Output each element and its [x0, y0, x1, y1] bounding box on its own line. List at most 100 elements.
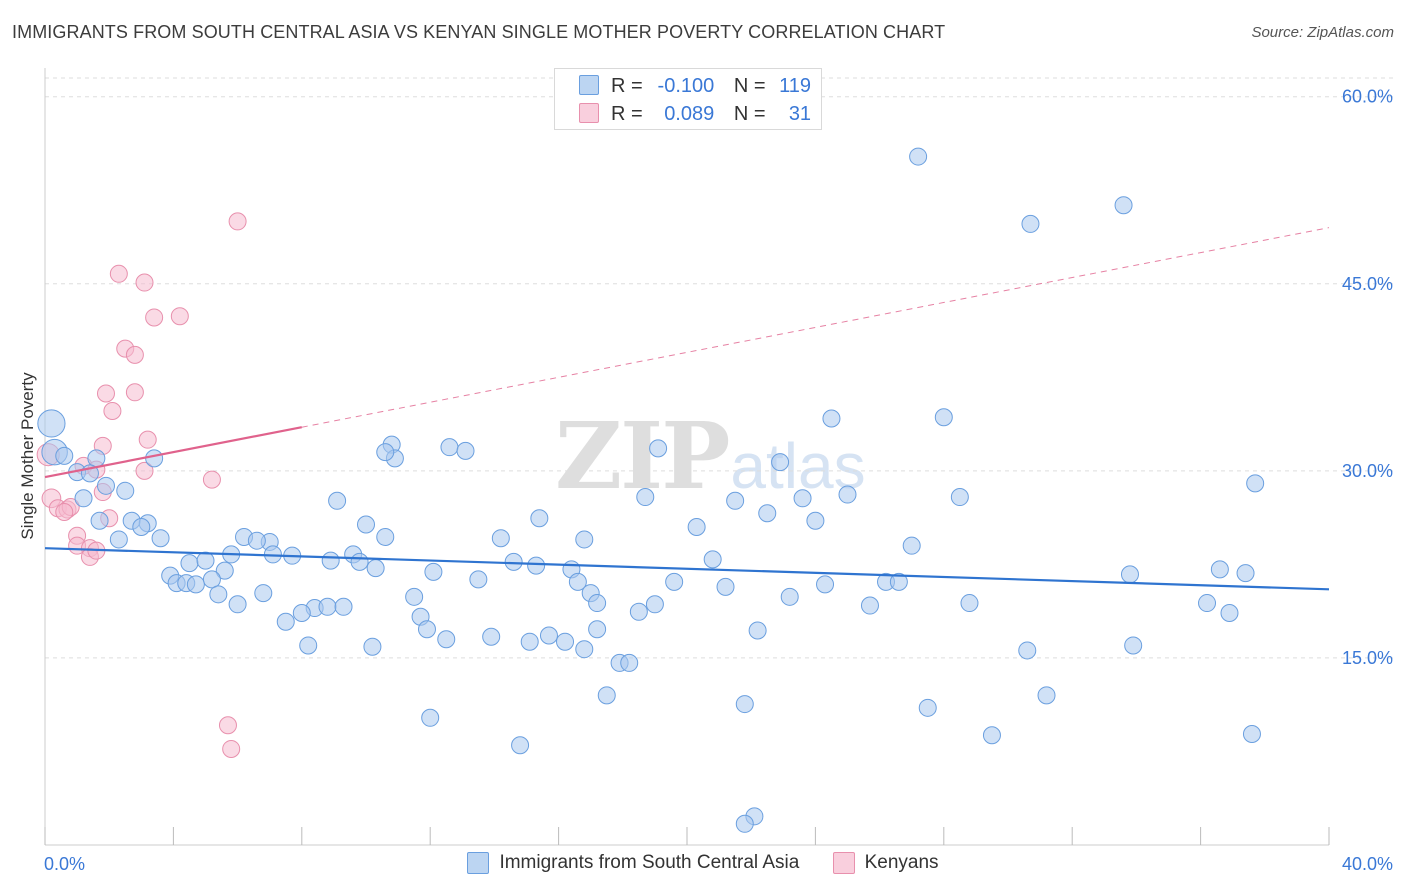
data-point-immigrants — [318, 597, 337, 616]
data-point-immigrants — [421, 708, 440, 727]
legend-item-immigrants: Immigrants from South Central Asia — [467, 852, 799, 874]
trend-line-immigrants — [44, 547, 1330, 591]
data-point-immigrants — [629, 602, 648, 621]
data-point-kenyans — [135, 273, 154, 292]
x-tick-label: 40.0% — [1342, 854, 1393, 874]
data-point-immigrants — [186, 575, 205, 594]
data-point-immigrants — [1246, 474, 1265, 493]
series-legend: Immigrants from South Central Asia Kenya… — [0, 852, 1406, 880]
data-point-immigrants — [806, 511, 825, 530]
data-point-immigrants — [1236, 564, 1255, 583]
data-point-immigrants — [90, 511, 109, 530]
legend-item-kenyans: Kenyans — [832, 852, 939, 874]
data-point-immigrants — [918, 698, 937, 717]
data-point-immigrants — [405, 587, 424, 606]
data-point-immigrants — [276, 612, 295, 631]
source-label: Source: ZipAtlas.com — [1251, 24, 1394, 41]
data-point-immigrants — [889, 572, 908, 591]
blue-swatch — [467, 852, 490, 874]
data-point-kenyans — [228, 212, 247, 231]
data-point-immigrants — [357, 515, 375, 534]
data-point-immigrants — [568, 572, 587, 591]
data-point-kenyans — [170, 307, 189, 326]
legend-item-label: Immigrants from South Central Asia — [499, 852, 800, 873]
data-point-immigrants — [982, 726, 1001, 745]
data-point-immigrants — [816, 575, 835, 594]
legend-r-value: -0.100 — [657, 75, 715, 97]
data-point-immigrants — [437, 630, 456, 649]
data-point-immigrants — [87, 449, 106, 468]
data-point-immigrants — [1198, 594, 1217, 613]
data-point-immigrants — [228, 595, 247, 614]
data-point-immigrants — [1021, 214, 1040, 233]
data-point-kenyans — [145, 308, 164, 327]
y-tick-label: 15.0% — [1342, 648, 1393, 668]
data-point-immigrants — [665, 572, 684, 591]
data-point-immigrants — [822, 409, 841, 428]
data-point-immigrants — [180, 554, 199, 573]
chart-title: IMMIGRANTS FROM SOUTH CENTRAL ASIA VS KE… — [12, 22, 946, 42]
data-point-immigrants — [716, 577, 735, 596]
data-point-immigrants — [1242, 725, 1261, 744]
data-point-immigrants — [504, 552, 523, 571]
data-point-immigrants — [424, 562, 443, 581]
data-point-immigrants — [1120, 565, 1139, 584]
legend-item-label: Kenyans — [864, 852, 939, 873]
data-point-immigrants — [597, 686, 616, 705]
data-point-immigrants — [539, 626, 558, 645]
data-point-immigrants — [793, 489, 812, 508]
y-tick-label: 30.0% — [1342, 461, 1393, 481]
data-point-immigrants — [366, 559, 385, 578]
data-point-immigrants — [247, 531, 266, 550]
y-tick-label: 45.0% — [1342, 274, 1393, 294]
data-point-immigrants — [1037, 686, 1056, 705]
data-point-immigrants — [588, 620, 607, 639]
legend-r-value: 0.089 — [664, 103, 715, 125]
data-point-immigrants — [588, 594, 607, 613]
data-point-immigrants — [527, 556, 546, 575]
data-point-immigrants — [726, 491, 745, 510]
blue-swatch — [579, 75, 599, 95]
data-point-immigrants — [902, 536, 921, 555]
data-point-kenyans — [96, 384, 115, 403]
data-point-kenyans — [218, 716, 237, 735]
data-point-immigrants — [376, 443, 395, 462]
data-point-immigrants — [491, 529, 510, 548]
data-point-immigrants — [116, 481, 135, 500]
data-point-immigrants — [771, 453, 790, 472]
data-point-kenyans — [202, 470, 221, 489]
legend-r-label: R = — [611, 103, 643, 125]
data-point-immigrants — [556, 632, 575, 651]
data-point-immigrants — [780, 587, 799, 606]
data-point-immigrants — [132, 517, 151, 536]
data-point-immigrants — [934, 408, 953, 427]
data-point-immigrants — [748, 621, 767, 640]
legend-n-label: N = — [733, 103, 766, 125]
data-point-immigrants — [350, 552, 369, 571]
data-point-immigrants — [74, 489, 93, 508]
trend-line-kenyans — [44, 426, 303, 479]
data-point-immigrants — [950, 488, 969, 507]
data-point-immigrants — [575, 530, 594, 549]
data-point-immigrants — [1210, 560, 1229, 579]
data-point-immigrants — [735, 814, 754, 833]
data-point-immigrants — [456, 441, 475, 460]
data-point-immigrants — [292, 604, 311, 623]
data-point-immigrants — [1018, 641, 1037, 660]
data-point-immigrants — [1114, 196, 1133, 215]
data-point-immigrants — [649, 439, 668, 458]
data-point-immigrants — [960, 594, 979, 613]
data-point-immigrants — [376, 527, 395, 546]
data-point-immigrants — [687, 517, 706, 536]
data-point-immigrants — [838, 485, 857, 504]
data-point-immigrants — [363, 637, 382, 656]
data-point-immigrants — [636, 488, 655, 507]
data-point-immigrants — [440, 438, 459, 457]
data-point-kenyans — [125, 383, 144, 402]
data-point-immigrants — [145, 449, 164, 468]
data-point-immigrants — [1124, 636, 1143, 655]
data-point-kenyans — [103, 401, 122, 420]
data-point-immigrants — [758, 504, 777, 523]
data-point-immigrants — [334, 597, 353, 616]
